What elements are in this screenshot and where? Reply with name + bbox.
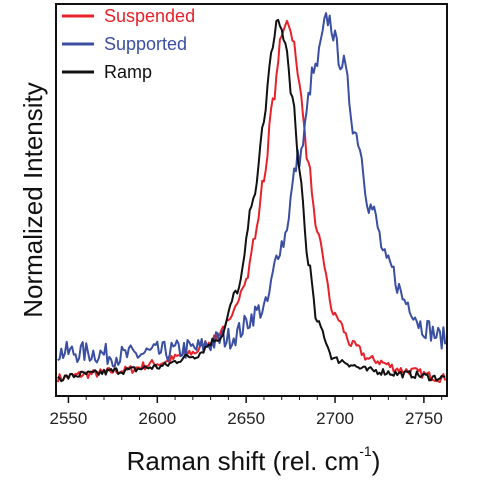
x-axis-label-close: ) [372,446,381,476]
legend-item-suspended: Suspended [62,6,195,26]
x-tick-label: 2550 [50,409,88,428]
x-axis-label-main: Raman shift (rel. cm [127,446,360,476]
y-axis-label: Normalized Intensity [18,82,48,318]
legend-item-ramp: Ramp [62,62,152,82]
plot-lines [56,12,447,384]
x-tick-label: 2600 [138,409,176,428]
legend-label: Suspended [104,6,195,26]
x-tick-label: 2700 [316,409,354,428]
legend-item-supported: Supported [62,34,187,54]
series-line-ramp [57,18,446,383]
x-axis-label: Raman shift (rel. cm-1) [127,443,381,476]
legend-label: Supported [104,34,187,54]
series-line-supported [57,12,447,368]
legend-label: Ramp [104,62,152,82]
series-line-suspended [56,19,447,384]
legend: Suspended Supported Ramp [62,6,195,82]
x-tick-label: 2750 [405,409,443,428]
x-tick-label: 2650 [227,409,265,428]
x-axis-label-superscript: -1 [359,443,372,459]
plot-frame [55,3,448,397]
x-axis-ticks: 2550 2600 2650 2700 2750 [50,396,443,428]
